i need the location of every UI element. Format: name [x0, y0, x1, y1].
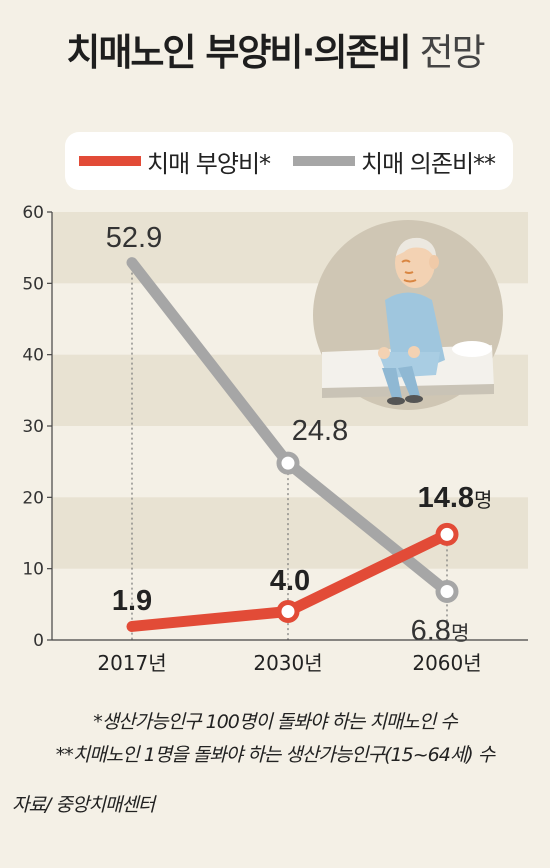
legend-item-series2: 치매 의존비** [293, 132, 496, 190]
series2-marker [276, 451, 300, 475]
chart-title: 치매노인 부양비·의존비 전망 [0, 22, 550, 76]
shirt-icon [385, 292, 445, 367]
elderly-person-illustration [313, 220, 503, 410]
pillow-icon [452, 341, 492, 357]
chart-title-main: 치매노인 부양비·의존비 [66, 31, 411, 74]
legend: 치매 부양비* 치매 의존비** [65, 132, 513, 190]
series2-data-label: 52.9 [106, 222, 162, 254]
series2-marker [435, 579, 459, 603]
source-note: 자료/ 중앙치매센터 [12, 794, 155, 816]
footnote-2: **치매노인 1명을 돌봐야 하는 생산가능인구(15~64세) 수 [55, 744, 496, 766]
legend-item-series1: 치매 부양비* [79, 132, 271, 190]
series1-data-label: 4.0 [270, 565, 310, 597]
y-tick-label: 20 [22, 488, 44, 508]
legend-swatch-series1 [79, 156, 141, 166]
series1-marker [435, 522, 459, 546]
series1-marker [276, 599, 300, 623]
series1-data-label: 14.8명 [418, 482, 493, 514]
y-tick-label: 0 [33, 631, 44, 651]
series1-data-label: 1.9 [112, 585, 152, 617]
y-tick-label: 60 [22, 203, 44, 223]
chart-title-suffix: 전망 [419, 31, 486, 74]
legend-label-series2: 치매 의존비** [361, 149, 496, 178]
legend-swatch-series2 [293, 156, 355, 166]
y-tick-label: 50 [22, 274, 44, 294]
x-tick-label: 2060년 [412, 651, 481, 675]
series2-data-label: 6.8명 [411, 615, 470, 647]
series2-data-label: 24.8 [292, 415, 348, 447]
x-tick-label: 2017년 [97, 651, 166, 675]
y-tick-label: 40 [22, 346, 44, 366]
x-tick-label: 2030년 [253, 651, 322, 675]
y-tick-label: 10 [22, 560, 44, 580]
y-tick-label: 30 [22, 417, 44, 437]
footnote-1: *생산가능인구 100명이 돌봐야 하는 치매노인 수 [93, 711, 458, 733]
legend-label-series1: 치매 부양비* [147, 149, 271, 178]
